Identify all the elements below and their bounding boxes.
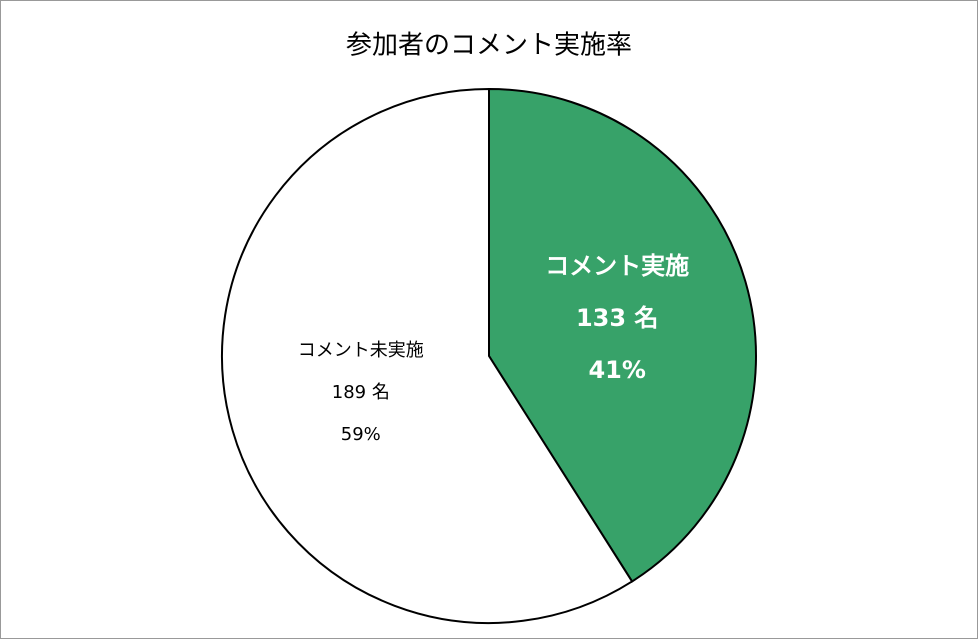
pie-slice bbox=[488, 87, 757, 583]
chart-title: 参加者のコメント実施率 bbox=[346, 31, 632, 61]
percent-label: 59% bbox=[341, 424, 381, 445]
count-label: 189 名 bbox=[332, 382, 390, 403]
slice-label: コメント未実施 bbox=[298, 340, 424, 361]
count-label: 133 名 bbox=[576, 304, 658, 332]
slice-label: コメント実施 bbox=[545, 252, 689, 280]
pie-slice bbox=[221, 87, 634, 624]
percent-label: 41% bbox=[588, 356, 645, 384]
